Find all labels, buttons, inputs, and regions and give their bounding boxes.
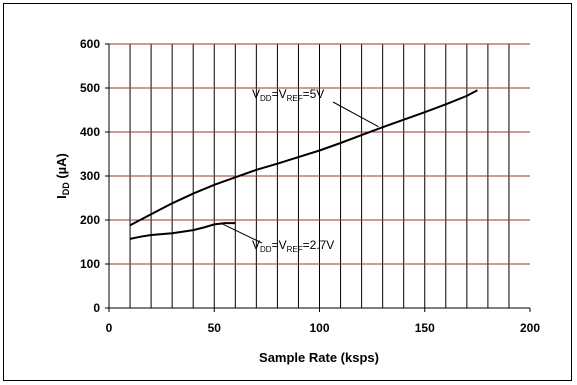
y-tick-label: 500 xyxy=(80,81,100,95)
annotation-leader-line xyxy=(332,101,379,128)
annotation-leader-line xyxy=(220,222,263,244)
y-tick-label: 400 xyxy=(80,125,100,139)
x-tick-label: 150 xyxy=(415,321,435,335)
annotation-part: DD xyxy=(260,245,272,254)
tick-labels: 0 100 200 300 400 500 600 0 50 100 150 200 xyxy=(80,37,540,335)
x-tick-label: 50 xyxy=(208,321,222,335)
y-tick-label: 100 xyxy=(80,257,100,271)
series-lines xyxy=(129,89,478,240)
annotation-part: =V xyxy=(272,87,287,101)
axes xyxy=(105,43,531,312)
y-tick-label: 600 xyxy=(80,37,100,51)
annotation-part: =2.7V xyxy=(303,238,335,252)
y-axis-label: IDD (µA) xyxy=(54,153,71,199)
grid xyxy=(109,43,530,308)
series-annotation-1: VDD=VREF=5V xyxy=(252,87,324,103)
x-tick-label: 200 xyxy=(520,321,540,335)
chart-frame xyxy=(3,3,572,381)
annotation-part: DD xyxy=(260,94,272,103)
series-annotation-2: VDD=VREF=2.7V xyxy=(252,238,334,254)
y-tick-label: 200 xyxy=(80,213,100,227)
annotation-part: =5V xyxy=(303,87,325,101)
x-tick-label: 100 xyxy=(309,321,329,335)
x-axis-label: Sample Rate (ksps) xyxy=(259,350,379,365)
annotation-part: V xyxy=(252,238,260,252)
annotation-part: V xyxy=(252,87,260,101)
annotation-part: REF xyxy=(287,245,303,254)
series-line-1 xyxy=(129,89,478,227)
x-tick-label: 0 xyxy=(106,321,113,335)
y-tick-label: 0 xyxy=(93,301,100,315)
annotation-part: =V xyxy=(272,238,287,252)
series-line-2 xyxy=(129,222,236,240)
annotation-part: REF xyxy=(287,94,303,103)
y-tick-label: 300 xyxy=(80,169,100,183)
